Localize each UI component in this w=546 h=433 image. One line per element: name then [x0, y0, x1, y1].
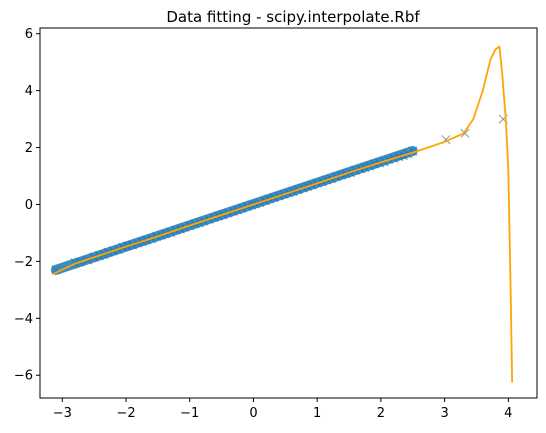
- y-tick-label: 2: [25, 141, 33, 156]
- y-tick-label: −2: [14, 255, 33, 270]
- y-tick-label: 6: [25, 27, 33, 42]
- y-tick-label: 4: [25, 84, 33, 99]
- chart-title: Data fitting - scipy.interpolate.Rbf: [166, 8, 420, 26]
- y-tick-label: 0: [25, 198, 33, 213]
- x-tick-label: 2: [377, 406, 385, 421]
- axes-layer: −3 −2 −1 0 1 2 3 4 −6 −4 −2 0 2 4 6: [14, 27, 538, 421]
- scatter-point: [460, 128, 470, 138]
- x-tick-label: 4: [504, 406, 512, 421]
- x-tick-label: −2: [116, 406, 135, 421]
- y-tick-label: −6: [14, 369, 33, 384]
- x-tick-label: −1: [180, 406, 199, 421]
- x-tick-label: 1: [313, 406, 321, 421]
- rbf-fit-line: [52, 45, 514, 383]
- plot-frame: [39, 27, 538, 399]
- plot-background: [40, 28, 537, 398]
- y-tick-label: −4: [14, 312, 33, 327]
- line-layer: [52, 45, 514, 383]
- x-tick-label: −3: [53, 406, 72, 421]
- x-tick-label: 0: [249, 406, 257, 421]
- plot-area: [40, 28, 537, 398]
- x-tick-label: 3: [440, 406, 448, 421]
